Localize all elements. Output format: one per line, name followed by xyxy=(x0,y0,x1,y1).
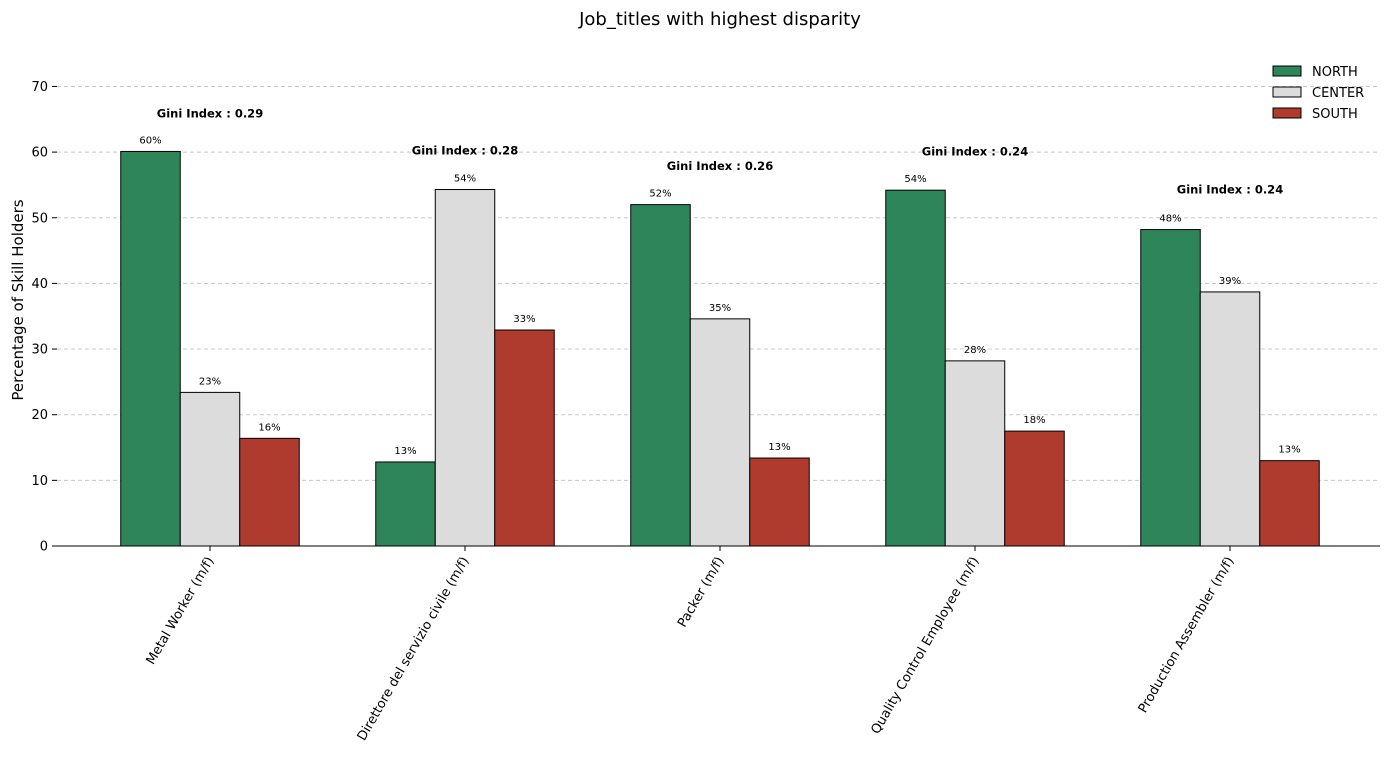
data-labels: 60% 13% 52% 54% 48% 23% 54% 35% 28% 39% 16% 33% 13% 1… xyxy=(139,106,1300,457)
y-tick-label: 0 xyxy=(40,540,48,555)
legend-swatch-north xyxy=(1272,65,1302,77)
x-tick-label: Metal Worker (m/f) xyxy=(144,555,218,668)
bar-value-label: 23% xyxy=(199,376,221,387)
x-tick-label: Production Assembler (m/f) xyxy=(1136,555,1238,716)
bar-value-label: 52% xyxy=(649,189,671,200)
bar-value-label: 33% xyxy=(513,314,535,325)
x-tick-label: Packer (m/f) xyxy=(675,555,727,631)
gini-index-annotation: Gini Index : 0.29 xyxy=(157,106,263,120)
bar-south xyxy=(494,329,555,547)
y-tick-label: 20 xyxy=(31,408,48,423)
y-tick-label: 30 xyxy=(31,343,48,358)
bar-south xyxy=(1004,430,1065,547)
bar-center xyxy=(689,318,751,547)
x-tick-label: Quality Control Employee (m/f) xyxy=(868,555,982,737)
legend-swatch-south xyxy=(1272,107,1302,119)
legend-label-north: NORTH xyxy=(1312,65,1358,80)
bar-north xyxy=(885,189,946,547)
bar-value-label: 28% xyxy=(964,345,986,356)
legend-label-south: SOUTH xyxy=(1312,107,1358,122)
bar-value-label: 13% xyxy=(394,446,416,457)
bar-north xyxy=(1140,229,1201,547)
bar-value-label: 13% xyxy=(768,442,790,453)
bar-south xyxy=(749,457,810,547)
y-axis-label: Percentage of Skill Holders xyxy=(9,199,27,400)
bar-center xyxy=(1199,291,1261,547)
legend: NORTH CENTER SOUTH xyxy=(1272,65,1364,122)
bar-value-label: 39% xyxy=(1219,276,1241,287)
bar-value-label: 60% xyxy=(139,135,161,146)
bar-value-label: 54% xyxy=(904,174,926,185)
bar-value-label: 16% xyxy=(258,422,280,433)
y-tick-label: 40 xyxy=(31,277,48,292)
bar-value-label: 18% xyxy=(1023,415,1045,426)
y-tick-label: 10 xyxy=(31,474,48,489)
bar-value-label: 13% xyxy=(1278,445,1300,456)
y-tick-label: 60 xyxy=(31,146,48,161)
x-tick-label: Direttore del servizio civile (m/f) xyxy=(355,555,473,744)
gini-index-annotation: Gini Index : 0.26 xyxy=(667,159,773,173)
bar-value-label: 54% xyxy=(454,174,476,185)
legend-swatch-center xyxy=(1272,86,1302,98)
bar-north xyxy=(375,461,436,547)
bar-value-label: 35% xyxy=(709,303,731,314)
bar-south xyxy=(1259,460,1320,547)
bar-north xyxy=(120,150,181,547)
gini-index-annotation: Gini Index : 0.24 xyxy=(922,144,1028,158)
bars xyxy=(120,150,1320,547)
gini-index-annotation: Gini Index : 0.28 xyxy=(412,144,518,158)
legend-label-center: CENTER xyxy=(1312,86,1364,101)
gini-index-annotation: Gini Index : 0.24 xyxy=(1177,182,1283,196)
bar-south xyxy=(239,437,300,547)
chart-title: Job_titles with highest disparity xyxy=(578,9,861,30)
y-tick-label: 70 xyxy=(31,80,48,95)
bar-center xyxy=(944,360,1006,547)
y-tick-label: 50 xyxy=(31,211,48,226)
bar-north xyxy=(630,204,691,547)
bar-center xyxy=(179,391,241,547)
bar-value-label: 48% xyxy=(1159,214,1181,225)
bar-center xyxy=(434,189,496,547)
